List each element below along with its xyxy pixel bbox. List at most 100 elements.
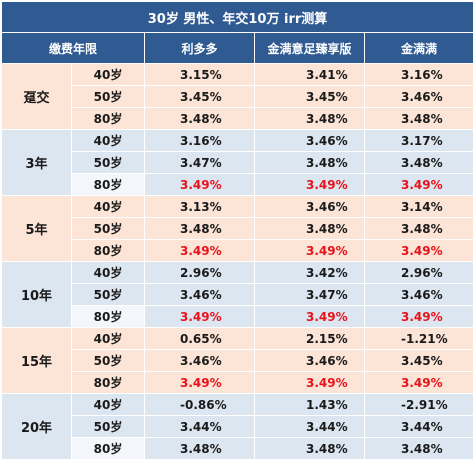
table-row: 50岁 3.45% 3.45% 3.46% — [2, 85, 475, 108]
irr-value: 3.49% — [180, 375, 222, 390]
irr-value: 3.46% — [306, 353, 348, 368]
age-label: 50岁 — [71, 415, 145, 438]
payment-term-label: 5年 — [1, 195, 72, 262]
irr-value-cell: 2.15% — [254, 327, 365, 350]
irr-value-cell: 3.14% — [363, 195, 475, 218]
irr-value: 3.48% — [401, 155, 443, 170]
irr-value: 3.14% — [401, 199, 443, 214]
irr-value-cell: 3.49% — [254, 371, 365, 394]
age-label: 40岁 — [71, 261, 145, 284]
irr-value: 3.46% — [180, 287, 222, 302]
header-product-jinmanyizu: 金满意足臻享版 — [254, 32, 365, 64]
age-label: 40岁 — [71, 129, 145, 152]
irr-value-cell: 3.47% — [144, 151, 255, 174]
table-row: 50岁 3.46% 3.47% 3.46% — [2, 283, 475, 306]
payment-term-label: 15年 — [1, 327, 72, 394]
irr-value: 3.49% — [306, 243, 348, 258]
irr-value: 3.46% — [306, 199, 348, 214]
table-row: 80岁 3.48% 3.48% 3.48% — [2, 107, 475, 130]
irr-value-cell: 3.48% — [363, 217, 475, 240]
irr-value-cell: 0.65% — [144, 327, 255, 350]
irr-value-cell: 3.13% — [144, 195, 255, 218]
age-label: 80岁 — [71, 437, 145, 460]
table-row: 50岁 3.48% 3.48% 3.48% — [2, 217, 475, 240]
irr-value-cell: 3.48% — [254, 437, 365, 460]
table-row: 80岁 3.48% 3.48% 3.48% — [2, 437, 475, 460]
age-label: 80岁 — [71, 305, 145, 328]
irr-value-cell: 2.96% — [144, 261, 255, 284]
age-label: 80岁 — [71, 107, 145, 130]
irr-value: 2.96% — [180, 265, 222, 280]
irr-value: 3.47% — [180, 155, 222, 170]
irr-value: 3.15% — [180, 67, 222, 82]
age-label: 80岁 — [71, 239, 145, 262]
irr-value-cell: 3.49% — [254, 239, 365, 262]
irr-value: 3.48% — [306, 221, 348, 236]
irr-value-cell: 3.16% — [363, 63, 475, 86]
irr-value-cell: 3.48% — [363, 437, 475, 460]
age-label: 50岁 — [71, 151, 145, 174]
irr-value-cell: 3.49% — [254, 173, 365, 196]
irr-value: 3.48% — [180, 111, 222, 126]
age-label: 40岁 — [71, 63, 145, 86]
table-row: 50岁 3.47% 3.48% 3.48% — [2, 151, 475, 174]
irr-value-cell: 3.44% — [144, 415, 255, 438]
header-product-jinmanman: 金满满 — [363, 32, 475, 64]
irr-value: 3.49% — [306, 375, 348, 390]
irr-value: 3.49% — [180, 243, 222, 258]
irr-value-cell: 3.47% — [254, 283, 365, 306]
irr-value-cell: 3.46% — [254, 195, 365, 218]
irr-value-cell: 3.48% — [254, 151, 365, 174]
age-label: 80岁 — [71, 371, 145, 394]
age-label: 40岁 — [71, 393, 145, 416]
payment-term-label: 20年 — [1, 393, 72, 460]
irr-value-cell: 3.46% — [144, 349, 255, 372]
irr-value: 3.48% — [180, 441, 222, 456]
irr-value: 3.49% — [401, 375, 443, 390]
age-label: 50岁 — [71, 349, 145, 372]
table-row: 50岁 3.44% 3.44% 3.44% — [2, 415, 475, 438]
irr-value-cell: 3.48% — [363, 151, 475, 174]
irr-value: 3.45% — [306, 89, 348, 104]
irr-value: 3.46% — [306, 133, 348, 148]
irr-value-cell: 3.44% — [363, 415, 475, 438]
irr-value: 3.46% — [180, 353, 222, 368]
irr-value: 3.46% — [401, 89, 443, 104]
irr-value-cell: 3.49% — [363, 371, 475, 394]
table-row: 15年 40岁 0.65% 2.15% -1.21% — [1, 327, 475, 394]
irr-value: 3.17% — [401, 133, 443, 148]
table-row: 80岁 3.49% 3.49% 3.49% — [2, 173, 475, 196]
irr-value-cell: 3.49% — [144, 173, 255, 196]
irr-value-cell: 3.49% — [363, 239, 475, 262]
irr-value-cell: 3.45% — [363, 349, 475, 372]
irr-value-cell: 3.17% — [363, 129, 475, 152]
irr-value: 3.16% — [401, 67, 443, 82]
irr-value-cell: 3.48% — [363, 107, 475, 130]
irr-value-cell: 3.44% — [254, 415, 365, 438]
irr-value: 3.47% — [306, 287, 348, 302]
irr-value: 3.48% — [306, 155, 348, 170]
irr-value: 3.48% — [306, 111, 348, 126]
irr-value-cell: -0.86% — [144, 393, 255, 416]
age-label: 80岁 — [71, 173, 145, 196]
irr-value-cell: 3.45% — [254, 85, 365, 108]
irr-value: -0.86% — [180, 397, 227, 412]
header-product-liduoduo: 利多多 — [144, 32, 255, 64]
irr-value: 3.49% — [180, 309, 222, 324]
irr-value: 3.48% — [180, 221, 222, 236]
irr-value-cell: 3.48% — [144, 217, 255, 240]
irr-value-cell: 3.41% — [254, 63, 365, 86]
table-row: 20年 40岁 -0.86% 1.43% -2.91% — [1, 393, 475, 460]
irr-value: 3.48% — [401, 441, 443, 456]
irr-value: 3.48% — [306, 441, 348, 456]
irr-value: 3.44% — [401, 419, 443, 434]
irr-value-cell: 3.42% — [254, 261, 365, 284]
payment-term-label: 10年 — [1, 261, 72, 328]
irr-value-cell: 3.16% — [144, 129, 255, 152]
irr-value: 3.49% — [180, 177, 222, 192]
header-payment-term: 缴费年限 — [1, 32, 145, 64]
payment-term-label: 3年 — [1, 129, 72, 196]
irr-value-cell: 3.45% — [144, 85, 255, 108]
irr-value-cell: 3.49% — [254, 305, 365, 328]
